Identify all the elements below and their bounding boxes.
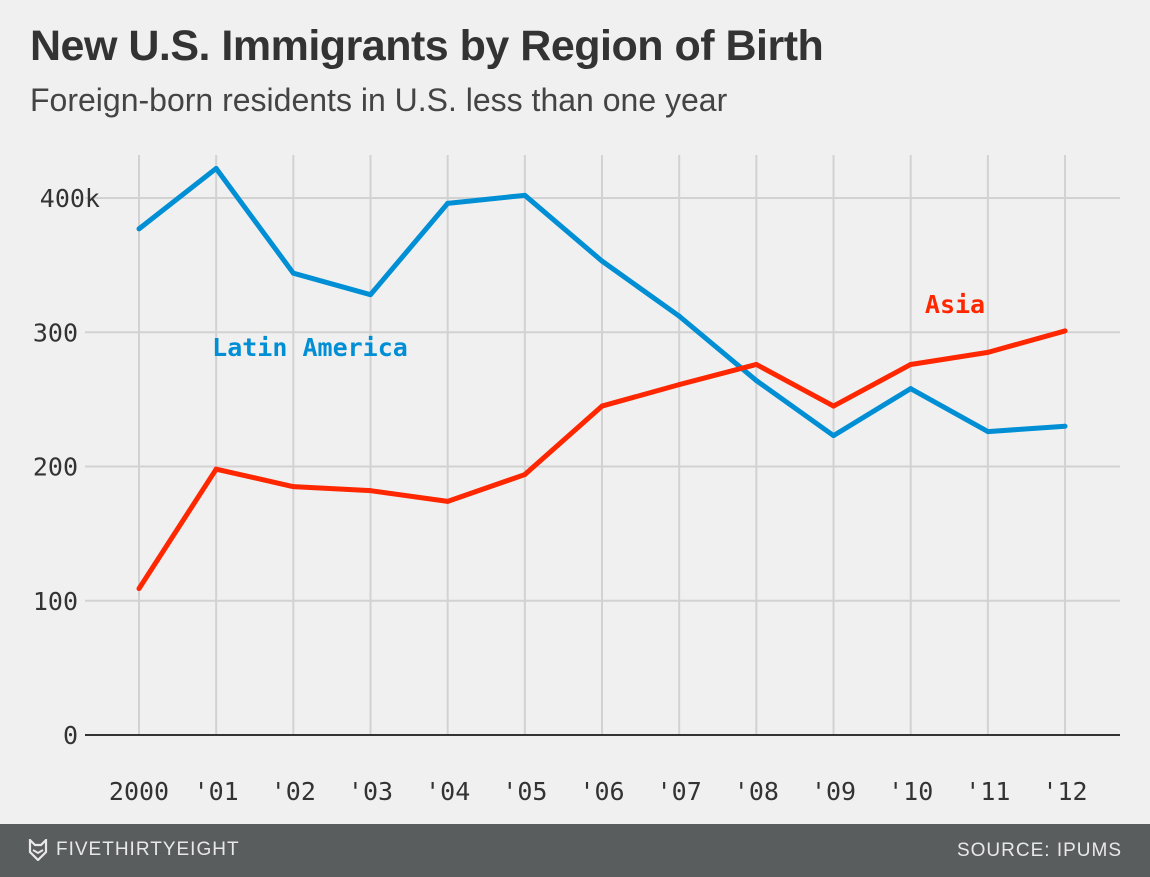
asia-point [213,466,219,472]
x-tick-label: 2000 [109,777,169,806]
x-tick-label: '02 [271,777,316,806]
x-tick-label: '09 [811,777,856,806]
latin-america-point [985,429,991,435]
chart-subtitle: Foreign-born residents in U.S. less than… [30,82,728,118]
x-tick-label: '08 [734,777,779,806]
latin-america-point [753,378,759,384]
latin-america-point [136,226,142,232]
asia-point [985,349,991,355]
latin-america-point [676,313,682,319]
asia-point [831,403,837,409]
asia-point [676,382,682,388]
x-tick-label: '05 [502,777,547,806]
fox-logo-icon [28,839,48,861]
x-tick-label: '06 [579,777,624,806]
latin-america-point [445,200,451,206]
latin-america-point [599,258,605,264]
brand-name: FIVETHIRTYEIGHT [56,839,240,860]
latin-america-point [831,433,837,439]
asia-label: Asia [925,290,985,319]
latin-america-point [522,192,528,198]
x-tick-label: '03 [348,777,393,806]
latin-america-point [1062,423,1068,429]
asia-point [136,586,142,592]
line-chart: 2000'01'02'03'04'05'06'07'08'09'10'11'12… [33,155,1120,806]
brand: FIVETHIRTYEIGHT [28,839,240,861]
latin-america-point [213,165,219,171]
latin-america-point [908,386,914,392]
latin-america-point [368,292,374,298]
chart-title: New U.S. Immigrants by Region of Birth [30,22,824,70]
asia-point [290,484,296,490]
y-tick-label: 200 [33,453,78,482]
x-tick-label: '11 [965,777,1010,806]
y-tick-label: 100 [33,587,78,616]
x-tick-label: '04 [425,777,470,806]
source-note: SOURCE: IPUMS [956,840,1122,861]
asia-point [908,361,914,367]
latin-america-point [290,270,296,276]
latin-america-label: Latin America [212,333,408,362]
y-tick-label: 300 [33,318,78,347]
asia-point [368,488,374,494]
asia-point [1062,328,1068,334]
x-tick-label: '10 [888,777,933,806]
y-tick-label: 0 [63,721,78,750]
asia-point [599,403,605,409]
footer: FIVETHIRTYEIGHT SOURCE: IPUMS [0,824,1150,877]
asia-point [753,361,759,367]
asia-point [522,472,528,478]
asia-point [445,498,451,504]
x-tick-label: '07 [657,777,702,806]
y-tick-label: 400k [40,184,100,213]
x-tick-label: '12 [1042,777,1087,806]
x-tick-label: '01 [194,777,239,806]
